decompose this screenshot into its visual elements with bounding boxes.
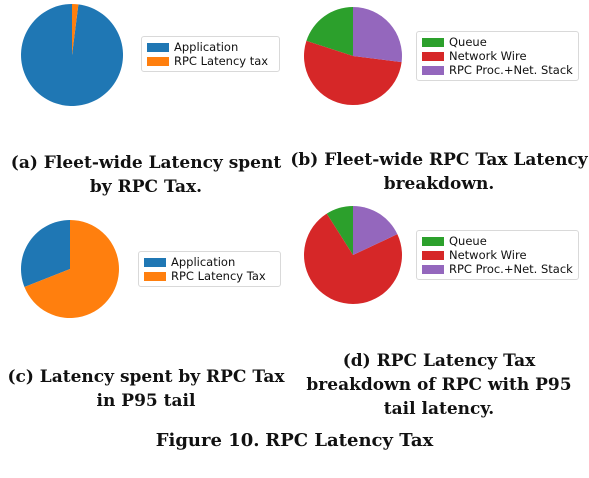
pie-slice-network-wire <box>304 213 403 304</box>
legend-label: Queue <box>449 234 487 248</box>
figure-caption-label: Figure 10. <box>155 430 260 451</box>
legend-a: Application RPC Latency tax <box>141 36 280 72</box>
caption-a: (a) Fleet-wide Latency spent by RPC Tax. <box>10 153 282 197</box>
legend-item: Network Wire <box>422 49 573 63</box>
pie-slice-rpc-latency-tax <box>72 3 79 56</box>
legend-item: Queue <box>422 35 573 49</box>
pie-chart-c <box>20 220 119 318</box>
legend-label: Queue <box>449 35 487 49</box>
pie-slice-queue <box>306 7 353 56</box>
legend-swatch <box>147 42 169 52</box>
legend-swatch <box>422 37 444 47</box>
legend-swatch <box>422 250 444 260</box>
caption-c: (c) Latency spent by RPC Tax in P95 tail <box>7 367 285 411</box>
pie-slice-rpc-proc-net-stack <box>353 206 398 255</box>
legend-swatch <box>144 271 166 281</box>
legend-swatch <box>422 65 444 75</box>
figure-caption: Figure 10. RPC Latency Tax <box>0 430 589 451</box>
legend-label: RPC Latency Tax <box>171 269 266 283</box>
legend-item: Queue <box>422 234 573 248</box>
pie-slice-application <box>21 4 124 106</box>
legend-swatch <box>422 236 444 246</box>
legend-label: Network Wire <box>449 248 527 262</box>
legend-label: RPC Proc.+Net. Stack <box>449 262 573 276</box>
legend-label: RPC Latency tax <box>174 54 269 68</box>
legend-label: Application <box>174 40 239 54</box>
legend-item: Application <box>147 40 274 54</box>
pie-slice-queue <box>326 206 353 255</box>
legend-swatch <box>422 51 444 61</box>
figure-caption-title: RPC Latency Tax <box>265 430 434 451</box>
pie-chart-a <box>21 3 124 106</box>
legend-item: RPC Proc.+Net. Stack <box>422 63 573 77</box>
legend-swatch <box>147 56 169 66</box>
legend-item: RPC Latency Tax <box>144 269 275 283</box>
legend-item: RPC Proc.+Net. Stack <box>422 262 573 276</box>
caption-d: (d) RPC Latency Tax breakdown of RPC wit… <box>306 351 572 419</box>
legend-label: Application <box>171 255 236 269</box>
legend-swatch <box>422 264 444 274</box>
pie-chart-d <box>304 206 403 304</box>
legend-c: Application RPC Latency Tax <box>138 251 281 287</box>
pie-slice-rpc-proc-net-stack <box>353 7 402 63</box>
legend-item: Application <box>144 255 275 269</box>
pie-slice-network-wire <box>303 40 402 106</box>
legend-d: Queue Network Wire RPC Proc.+Net. Stack <box>416 230 579 280</box>
legend-label: Network Wire <box>449 49 527 63</box>
caption-b: (b) Fleet-wide RPC Tax Latency breakdown… <box>290 150 588 194</box>
legend-item: RPC Latency tax <box>147 54 274 68</box>
pie-slice-rpc-latency-tax <box>24 220 119 318</box>
legend-b: Queue Network Wire RPC Proc.+Net. Stack <box>416 31 579 81</box>
legend-label: RPC Proc.+Net. Stack <box>449 63 573 77</box>
pie-slice-application <box>20 220 70 288</box>
pie-chart-b <box>303 7 402 106</box>
legend-swatch <box>144 257 166 267</box>
legend-item: Network Wire <box>422 248 573 262</box>
